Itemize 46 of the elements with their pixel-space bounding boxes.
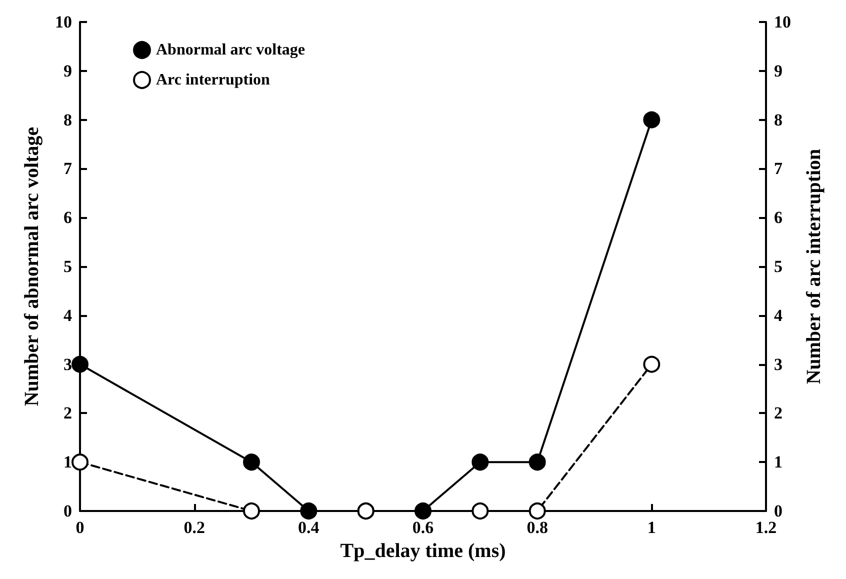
point (472, 502, 489, 520)
x-tick-label: 0.4 (298, 518, 320, 537)
y-tick-label: 1 (64, 452, 72, 472)
y2-axis-title: Number of arc interruption (803, 148, 825, 384)
y2-tick-label: 6 (774, 208, 782, 228)
y-tick-label: 4 (64, 306, 72, 325)
point (243, 502, 260, 520)
y2-tick-label: 5 (774, 257, 782, 276)
point (300, 502, 318, 520)
x-tick-label: 1.2 (755, 518, 777, 537)
y-tick-label: 10 (55, 12, 72, 32)
y-tick-label: 6 (64, 208, 72, 228)
point (72, 356, 88, 373)
y2-tick-label: 7 (774, 159, 783, 178)
y2-tick-label: 3 (774, 354, 782, 374)
y2-tick-label: 0 (774, 502, 782, 520)
x-tick-label: 0.8 (526, 518, 548, 537)
legend-label: Arc interruption (156, 72, 270, 88)
x-tick-label: 0 (76, 518, 84, 537)
y-tick-label: 5 (64, 257, 72, 276)
x-tick-label: 0.2 (184, 518, 205, 537)
y2-tick-label: 8 (774, 110, 782, 130)
y-tick-label: 9 (64, 61, 72, 80)
y-tick-label: 3 (64, 354, 72, 374)
y2-tick-label: 2 (774, 404, 782, 423)
y2-tick-label: 9 (774, 61, 782, 80)
x-tick-label: 1 (647, 518, 656, 537)
legend-label: Abnormal arc voltage (156, 42, 306, 58)
y-tick-label: 2 (64, 404, 72, 423)
point (643, 356, 660, 373)
y2-tick-label: 10 (774, 12, 791, 32)
y-tick-label: 8 (64, 110, 72, 130)
x-tick-label: 0.6 (412, 518, 434, 537)
point (528, 454, 546, 471)
point (414, 502, 432, 520)
point (528, 502, 546, 520)
point (72, 454, 88, 471)
point (243, 454, 260, 471)
y2-tick-label: 4 (774, 306, 783, 325)
y2-tick-label: 1 (774, 452, 782, 472)
y-axis-title: Number of abnormal arc voltage (21, 126, 43, 406)
y-tick-label: 7 (64, 159, 72, 178)
point (643, 111, 660, 128)
x-axis-title: Tp_delay time (ms) (340, 540, 506, 562)
point (472, 454, 489, 471)
y-tick-label: 0 (64, 502, 72, 520)
